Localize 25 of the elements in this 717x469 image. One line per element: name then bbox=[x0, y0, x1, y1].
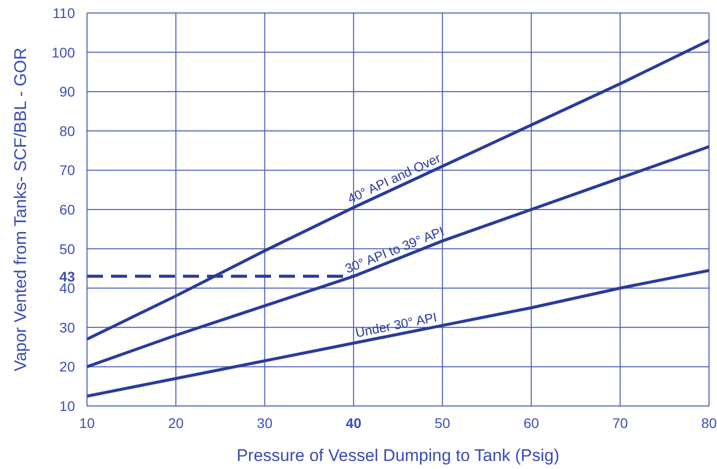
x-tick-label: 60 bbox=[523, 415, 540, 431]
x-tick-label: 10 bbox=[79, 415, 95, 431]
y-tick-label: 80 bbox=[59, 122, 76, 139]
text: 40° API and Over bbox=[345, 150, 444, 206]
x-tick-label: 70 bbox=[612, 415, 628, 431]
y-tick-label: 110 bbox=[52, 5, 76, 21]
y-tick-label: 70 bbox=[59, 162, 76, 178]
y-axis-title: Vapor Vented from Tanks- SCF/BBL - GOR bbox=[11, 48, 30, 372]
x-axis-title: Pressure of Vessel Dumping to Tank (Psig) bbox=[236, 446, 560, 465]
y-tick-label: 30 bbox=[59, 319, 76, 336]
y-tick-label: 90 bbox=[59, 84, 76, 100]
text: Under 30° API bbox=[354, 310, 438, 340]
x-tick-label: 20 bbox=[168, 415, 184, 431]
x-tick-label: 50 bbox=[434, 415, 450, 431]
y-tick-label: 50 bbox=[59, 240, 76, 257]
y-tick-label: 10 bbox=[59, 398, 76, 414]
y-tick-label: 100 bbox=[52, 44, 76, 60]
x-tick-label: 40 bbox=[346, 415, 362, 431]
text: 30° API to 39° API bbox=[342, 223, 446, 276]
x-tick-label: 30 bbox=[256, 415, 273, 431]
line-series bbox=[87, 145, 709, 368]
line-series bbox=[87, 39, 709, 341]
y-tick-label: 60 bbox=[59, 202, 76, 218]
x-tick-label: 80 bbox=[701, 415, 717, 431]
y-tick-label: 20 bbox=[59, 358, 76, 375]
